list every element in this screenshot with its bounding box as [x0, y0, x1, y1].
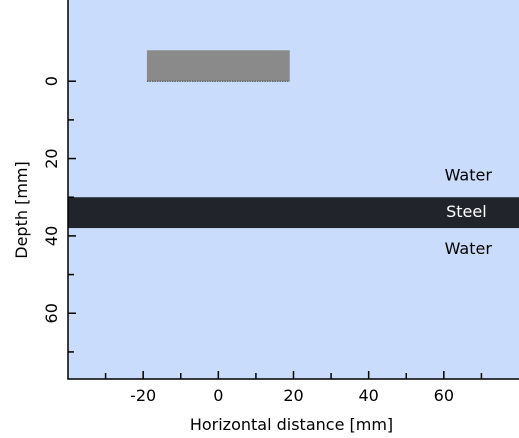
x-tick-label: -20: [130, 386, 156, 405]
layer-water-0: [68, 0, 519, 198]
y-tick-label: 20: [42, 148, 61, 168]
y-tick-label: 0: [42, 76, 61, 86]
layer-water-2: [68, 228, 519, 379]
plot-frame: [67, 0, 519, 380]
x-tick-label: 40: [358, 386, 378, 405]
region-labels-group: Water Steel Water: [445, 165, 493, 257]
x-tick-label: 60: [434, 386, 454, 405]
x-tick-label: 0: [213, 386, 223, 405]
region-label-water: Water: [445, 239, 493, 258]
x-axis-label: Horizontal distance [mm]: [190, 415, 393, 434]
y-tick-label: 60: [42, 303, 61, 323]
region-label-water: Water: [445, 165, 493, 184]
layers-group: [68, 0, 519, 379]
region-label-steel: Steel: [446, 202, 487, 221]
probe-group: [146, 50, 290, 82]
ticks-group: -20 0 20 40 60 0 20 40 60: [42, 76, 483, 405]
y-axis-label: Depth [mm]: [12, 161, 31, 258]
layer-steel-1: [68, 197, 519, 229]
y-tick-label: 40: [42, 226, 61, 246]
probe-body: [146, 50, 290, 82]
x-tick-label: 20: [283, 386, 303, 405]
